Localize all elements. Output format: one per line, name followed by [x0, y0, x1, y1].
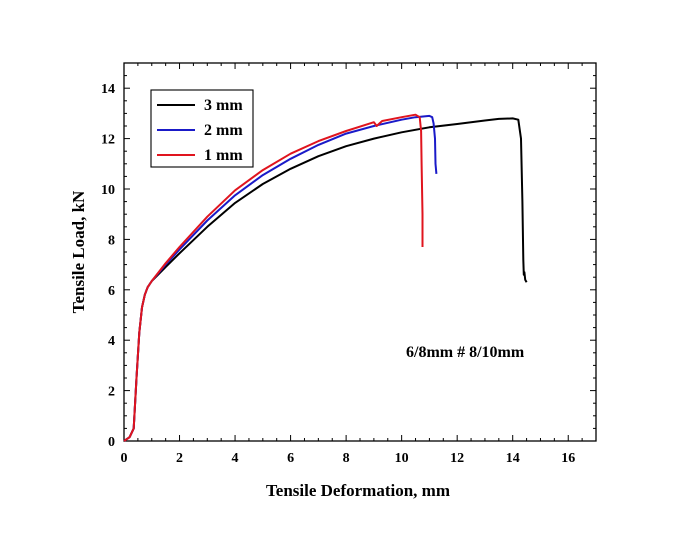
- legend-label: 2 mm: [204, 122, 243, 139]
- y-tick-label: 10: [101, 183, 115, 198]
- legend-label: 3 mm: [204, 97, 243, 114]
- x-tick-label: 4: [232, 451, 239, 466]
- series-group: [123, 113, 528, 442]
- x-tick-label: 12: [450, 451, 464, 466]
- annotation-label: 6/8mm # 8/10mm: [406, 344, 525, 361]
- legend: 3 mm 2 mm 1 mm: [150, 89, 254, 168]
- x-tick-label: 6: [287, 451, 294, 466]
- y-tick-label: 4: [108, 334, 115, 349]
- y-tick-label: 8: [108, 233, 115, 248]
- x-tick-label: 16: [561, 451, 575, 466]
- x-tick-label: 0: [121, 451, 128, 466]
- x-tick-label: 8: [343, 451, 350, 466]
- series-line-1-mm: [123, 113, 424, 442]
- y-tick-label: 2: [108, 385, 115, 400]
- x-tick-label: 10: [395, 451, 409, 466]
- legend-label: 1 mm: [204, 147, 243, 164]
- axis-ticks: 0 2 4 6 8 10 12 14 16 0 2 4 6 8 10 12 14: [101, 62, 597, 466]
- x-tick-label: 14: [506, 451, 520, 466]
- x-tick-label: 2: [176, 451, 183, 466]
- x-axis-title: Tensile Deformation, mm: [266, 481, 450, 500]
- y-axis-title: Tensile Load, kN: [69, 190, 88, 313]
- y-tick-label: 0: [108, 435, 115, 450]
- y-tick-label: 6: [108, 284, 115, 299]
- y-tick-label: 12: [101, 133, 115, 148]
- y-tick-label: 14: [101, 82, 115, 97]
